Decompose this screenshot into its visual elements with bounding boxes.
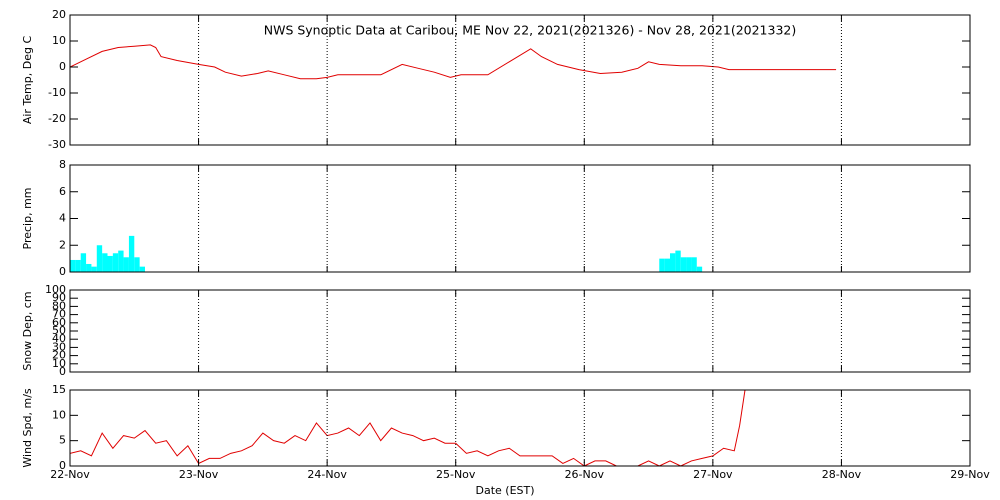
y-tick-label: 6 [59,185,66,198]
bar [691,257,697,272]
y-tick-label: 15 [52,383,66,396]
y-tick-label: 0 [59,60,66,73]
y-tick-label: 40 [52,332,66,345]
bar [675,250,681,272]
bar [107,255,113,272]
y-tick-label: 0 [59,459,66,472]
bar [102,253,108,272]
x-tick-label: 29-Nov [950,468,990,481]
line [70,390,746,466]
x-tick-label: 28-Nov [822,468,862,481]
y-tick-label: 10 [52,357,66,370]
y-axis-label: Snow Dep, cm [21,291,34,370]
x-tick-label: 22-Nov [50,468,90,481]
bar [664,258,670,272]
x-tick-label: 24-Nov [307,468,347,481]
bar [91,266,97,272]
bar [139,266,145,272]
panel: 0 2 4 6 8 Precip, mm [21,158,971,278]
x-tick-label: 27-Nov [693,468,733,481]
y-tick-label: 90 [52,291,66,304]
y-tick-label: 100 [45,283,66,296]
panel: 0 5 10 15 22-Nov 23-Nov 24-Nov 25-Nov 26-Nov 27-N… [21,383,990,497]
y-tick-label: -20 [48,112,66,125]
frame [69,289,971,373]
line [70,44,837,80]
x-tick-label: 26-Nov [565,468,605,481]
y-tick-label: -10 [48,86,66,99]
plot-area [70,44,837,80]
y-tick-label: 0 [59,265,66,278]
chart-title: NWS Synoptic Data at Caribou, ME Nov 22,… [264,23,797,38]
y-tick-label: 4 [59,212,66,225]
bar [659,258,665,272]
frame [69,164,971,273]
y-tick-label: 60 [52,316,66,329]
y-tick-label: 20 [52,8,66,21]
bar [686,257,692,272]
y-axis-label: Air Temp, Deg C [21,36,34,125]
bar [96,245,103,272]
bar [670,253,676,272]
bar [696,266,703,272]
plot-area [70,235,703,272]
frame [69,389,971,467]
bar [75,259,81,272]
y-tick-label: 0 [59,365,66,378]
bar [128,235,135,272]
frame [69,14,971,146]
y-tick-label: 50 [52,324,66,337]
y-tick-label: 70 [52,308,66,321]
y-tick-label: 20 [52,349,66,362]
y-axis-label: Precip, mm [21,188,34,250]
y-tick-label: 10 [52,408,66,421]
y-tick-label: 8 [59,158,66,171]
bar [86,263,92,272]
y-tick-label: 2 [59,238,66,251]
x-tick-label: 25-Nov [436,468,476,481]
y-tick-label: -30 [48,138,66,151]
y-tick-label: 30 [52,340,66,353]
y-tick-label: 80 [52,299,66,312]
bar [70,259,76,272]
bar [118,250,124,272]
x-tick-label: 23-Nov [179,468,219,481]
bar [112,253,119,272]
x-axis-label: Date (EST) [475,484,534,497]
bar [134,257,140,272]
y-tick-label: 5 [59,434,66,447]
bar [680,257,687,272]
bar [80,253,87,272]
y-axis-label: Wind Spd, m/s [21,388,34,468]
plot-area [70,390,746,466]
bar [123,257,129,272]
panel: -30 -20 -10 0 10 20 Air Temp, Deg C NWS Synopti… [21,8,971,151]
y-tick-label: 10 [52,34,66,47]
